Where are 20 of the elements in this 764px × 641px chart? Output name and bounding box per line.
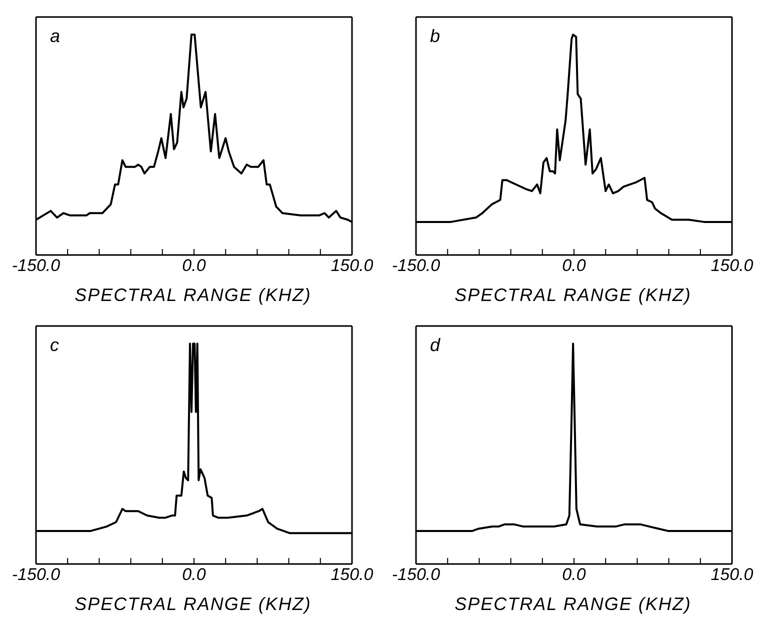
x-axis-title: SPECTRAL RANGE (KHZ) — [74, 594, 312, 615]
x-tick-label: 150.0 — [710, 565, 754, 584]
x-tick-label: 150.0 — [330, 256, 374, 276]
x-tick-label: 150.0 — [710, 256, 754, 276]
x-tick-label: 0.0 — [182, 256, 206, 276]
annotation: c — [50, 335, 59, 356]
x-tick-label: 0.0 — [182, 565, 206, 584]
annotation: a — [50, 26, 60, 47]
annotation: d — [430, 335, 440, 356]
annotation: b — [430, 26, 440, 47]
x-tick-label: 150.0 — [330, 565, 374, 584]
x-tick-label: -150.0 — [12, 565, 61, 584]
x-tick-label: -150.0 — [12, 256, 61, 276]
x-tick-label: -150.0 — [392, 565, 441, 584]
x-tick-label: 0.0 — [562, 256, 586, 276]
x-axis-title: SPECTRAL RANGE (KHZ) — [74, 285, 312, 306]
x-tick-label: -150.0 — [392, 256, 441, 276]
x-axis-title: SPECTRAL RANGE (KHZ) — [454, 285, 692, 306]
x-axis-title: SPECTRAL RANGE (KHZ) — [454, 594, 692, 615]
x-tick-label: 0.0 — [562, 565, 586, 584]
